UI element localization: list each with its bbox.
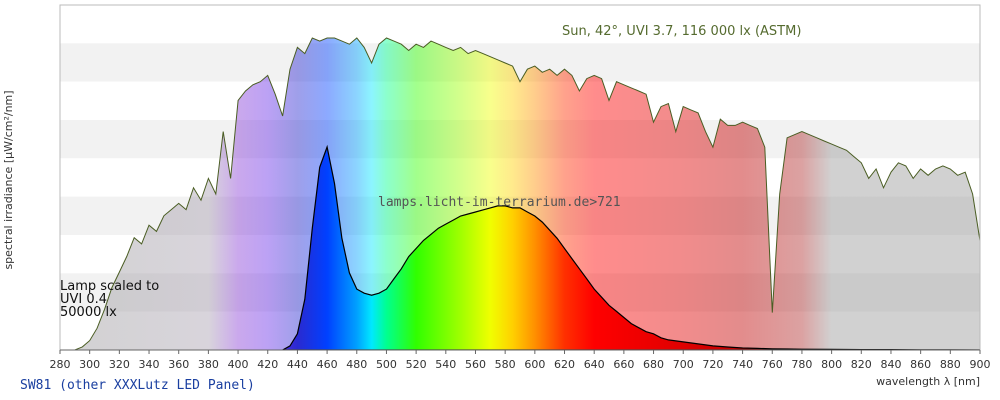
x-axis-label: wavelength λ [nm]: [876, 375, 980, 388]
x-tick-label: 600: [524, 358, 545, 371]
x-tick-label: 460: [317, 358, 338, 371]
x-tick-label: 720: [702, 358, 723, 371]
background-band: [60, 5, 980, 44]
x-tick-label: 420: [257, 358, 278, 371]
x-tick-label: 800: [821, 358, 842, 371]
background-band: [60, 43, 980, 82]
x-tick-label: 860: [910, 358, 931, 371]
x-tick-label: 660: [613, 358, 634, 371]
x-tick-label: 840: [880, 358, 901, 371]
x-tick-label: 480: [346, 358, 367, 371]
x-tick-label: 380: [198, 358, 219, 371]
sun-annotation: Sun, 42°, UVI 3.7, 116 000 lx (ASTM): [562, 24, 801, 39]
x-tick-label: 400: [228, 358, 249, 371]
x-tick-label: 700: [673, 358, 694, 371]
x-tick-label: 340: [139, 358, 160, 371]
watermark-text: lamps.licht-im-terrarium.de>721: [378, 195, 621, 210]
y-axis-label: spectral irradiance [µW/cm²/nm]: [2, 90, 15, 269]
x-tick-label: 560: [465, 358, 486, 371]
x-tick-label: 620: [554, 358, 575, 371]
x-tick-label: 540: [435, 358, 456, 371]
x-tick-label: 740: [732, 358, 753, 371]
lamp-annotation-line2: UVI 0.4: [60, 292, 107, 307]
x-tick-label: 320: [109, 358, 130, 371]
lamp-spectrum-area: [281, 144, 980, 350]
sun-spectrum-area: [74, 37, 980, 350]
x-tick-label: 780: [791, 358, 812, 371]
x-tick-label: 820: [851, 358, 872, 371]
x-tick-label: 280: [50, 358, 71, 371]
lamp-annotation-line3: 50000 lx: [60, 305, 117, 320]
x-tick-label: 440: [287, 358, 308, 371]
x-tick-label: 580: [495, 358, 516, 371]
x-tick-label: 640: [584, 358, 605, 371]
lamp-annotation-line1: Lamp scaled to: [60, 279, 159, 294]
x-tick-label: 300: [79, 358, 100, 371]
x-tick-label: 520: [406, 358, 427, 371]
x-tick-label: 880: [940, 358, 961, 371]
x-tick-label: 900: [970, 358, 991, 371]
x-axis-ticks: 280 300 320 340 360 380 400 420 440 460 480 500 520 5…: [50, 350, 991, 371]
footer-title: SW81 (other XXXLutz LED Panel): [20, 378, 255, 393]
x-tick-label: 500: [376, 358, 397, 371]
x-tick-label: 760: [762, 358, 783, 371]
x-tick-label: 680: [643, 358, 664, 371]
x-tick-label: 360: [168, 358, 189, 371]
